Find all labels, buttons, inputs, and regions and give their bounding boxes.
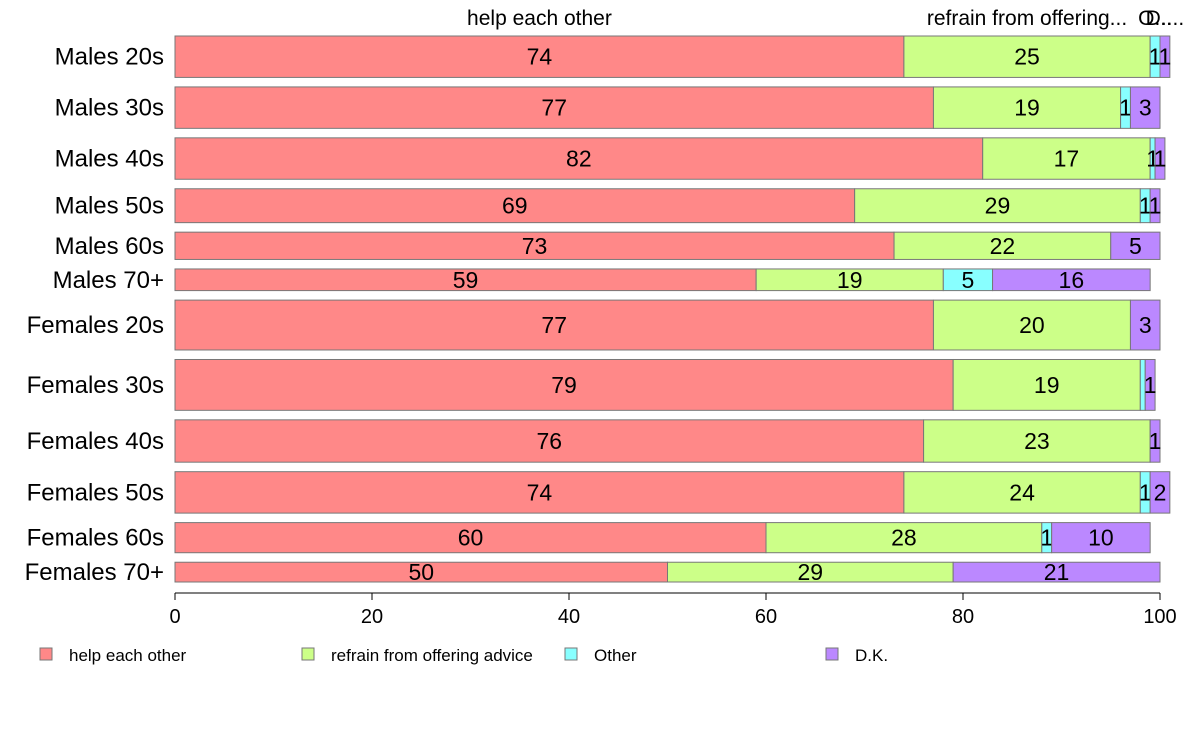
x-tick-label: 80 xyxy=(952,606,974,628)
bar-segment xyxy=(1051,522,1151,554)
data-label: 10 xyxy=(1088,525,1114,551)
bar-segment xyxy=(1149,471,1171,514)
data-label: 82 xyxy=(566,146,592,172)
legend-swatch xyxy=(301,647,315,661)
data-label: 74 xyxy=(527,44,553,70)
legend-swatch xyxy=(825,647,839,661)
top-label: D.... xyxy=(1146,7,1185,30)
data-label: 1 xyxy=(1149,193,1162,219)
data-label: 50 xyxy=(408,559,434,585)
data-label: 74 xyxy=(527,479,553,505)
bar-segment xyxy=(1144,358,1156,411)
data-label: 5 xyxy=(1129,233,1142,259)
data-label: 79 xyxy=(551,372,577,398)
data-label: 19 xyxy=(837,267,863,293)
bar-segment xyxy=(1149,188,1161,224)
category-label: Males 20s xyxy=(55,44,164,71)
bar-segment xyxy=(1149,419,1161,463)
data-label: 1 xyxy=(1149,428,1162,454)
data-label: 19 xyxy=(1014,95,1040,121)
data-label: 3 xyxy=(1139,312,1152,338)
data-label: 1 xyxy=(1040,525,1053,551)
top-label: help each other xyxy=(467,7,612,30)
category-label: Females 20s xyxy=(27,312,164,339)
data-label: 20 xyxy=(1019,312,1045,338)
data-label: 76 xyxy=(537,428,563,454)
category-label: Males 70+ xyxy=(53,267,164,294)
data-label: 1 xyxy=(1144,372,1157,398)
bar-segment xyxy=(174,231,895,260)
bar-segment xyxy=(1154,137,1166,180)
data-label: 1 xyxy=(1154,146,1167,172)
top-label: refrain from offering... xyxy=(927,7,1127,30)
data-label: 59 xyxy=(453,267,479,293)
data-label: 69 xyxy=(502,193,528,219)
data-label: 24 xyxy=(1009,479,1035,505)
data-label: 17 xyxy=(1054,146,1080,172)
bar-segment xyxy=(174,471,905,514)
data-label: 1 xyxy=(1149,44,1162,70)
data-label: 77 xyxy=(541,95,567,121)
bar-segment xyxy=(1129,299,1161,351)
legend-label: Other xyxy=(594,646,637,665)
data-label: 25 xyxy=(1014,44,1040,70)
data-label: 3 xyxy=(1139,95,1152,121)
data-label: 29 xyxy=(798,559,824,585)
data-label: 77 xyxy=(541,312,567,338)
data-label: 1 xyxy=(1139,193,1152,219)
data-label: 1 xyxy=(1159,44,1172,70)
x-tick-label: 100 xyxy=(1143,606,1176,628)
x-tick-label: 0 xyxy=(169,606,180,628)
category-label: Males 50s xyxy=(55,193,164,220)
bar-segment xyxy=(854,188,1141,224)
bar-segment xyxy=(982,137,1151,180)
legend-swatch xyxy=(564,647,578,661)
category-label: Males 60s xyxy=(55,233,164,260)
bar-segment xyxy=(174,188,856,224)
category-label: Females 60s xyxy=(27,525,164,552)
bar-segment xyxy=(174,419,925,463)
bar-segment xyxy=(952,358,1141,411)
category-label: Females 70+ xyxy=(25,559,164,586)
category-label: Females 50s xyxy=(27,479,164,506)
data-label: 29 xyxy=(985,193,1011,219)
x-tick-label: 20 xyxy=(361,606,383,628)
legend-label: help each other xyxy=(69,646,187,665)
x-tick-label: 60 xyxy=(755,606,777,628)
data-label: 28 xyxy=(891,525,917,551)
data-label: 22 xyxy=(990,233,1016,259)
data-label: 60 xyxy=(458,525,484,551)
bar-segment xyxy=(903,471,1141,514)
data-label: 2 xyxy=(1154,479,1167,505)
bar-segment xyxy=(1159,35,1171,78)
data-label: 1 xyxy=(1119,95,1132,121)
category-label: Males 40s xyxy=(55,146,164,173)
data-label: 73 xyxy=(522,233,548,259)
category-label: Females 40s xyxy=(27,428,164,455)
bar-segment xyxy=(923,419,1151,463)
bar-segment xyxy=(174,86,934,129)
bar-segment xyxy=(903,35,1151,78)
data-label: 19 xyxy=(1034,372,1060,398)
legend-label: refrain from offering advice xyxy=(331,646,533,665)
bar-segment xyxy=(1129,86,1161,129)
bar-segment xyxy=(174,137,984,180)
bar-segment xyxy=(893,231,1112,260)
bar-segment xyxy=(1110,231,1161,260)
data-label: 23 xyxy=(1024,428,1050,454)
legend-swatch xyxy=(39,647,53,661)
data-label: 5 xyxy=(962,267,975,293)
x-tick-label: 40 xyxy=(558,606,580,628)
category-label: Females 30s xyxy=(27,372,164,399)
legend-label: D.K. xyxy=(855,646,888,665)
top-label: O... xyxy=(1138,7,1172,30)
bar-segment xyxy=(992,268,1151,292)
data-label: 1 xyxy=(1139,479,1152,505)
category-label: Males 30s xyxy=(55,95,164,122)
bar-segment xyxy=(952,561,1161,583)
data-label: 16 xyxy=(1059,267,1085,293)
data-label: 21 xyxy=(1044,559,1070,585)
